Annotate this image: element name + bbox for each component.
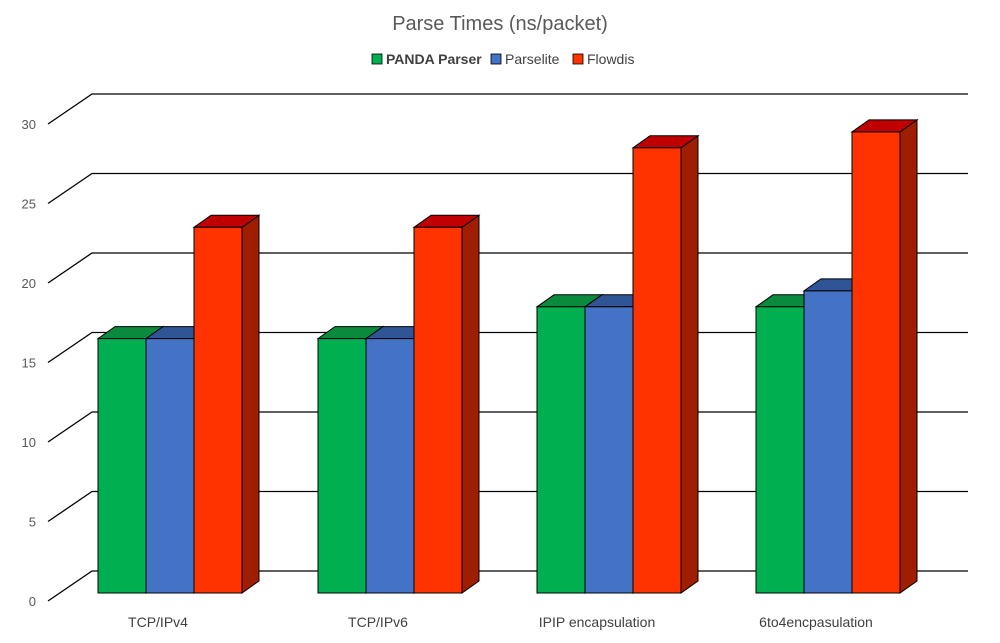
legend-swatch bbox=[490, 53, 502, 65]
legend-label: Parselite bbox=[505, 51, 560, 67]
legend-swatch bbox=[371, 53, 383, 65]
bar-front bbox=[803, 290, 853, 594]
x-tick-label: TCP/IPv6 bbox=[348, 614, 408, 630]
y-tick-label: 20 bbox=[22, 276, 36, 291]
y-tick-label: 25 bbox=[22, 197, 36, 212]
bar-front bbox=[317, 338, 367, 594]
y-tick-label: 15 bbox=[22, 356, 36, 371]
x-axis-labels: TCP/IPv4 TCP/IPv6 IPIP encapsulation 6to4en… bbox=[128, 614, 873, 630]
x-tick-label: IPIP encapsulation bbox=[539, 614, 656, 630]
legend: PANDA Parser Parselite Flowdis bbox=[371, 51, 634, 67]
bar-front bbox=[193, 226, 243, 594]
bar-front bbox=[413, 226, 463, 594]
y-tick-label: 10 bbox=[22, 435, 36, 450]
bar bbox=[631, 134, 700, 594]
bar-front bbox=[851, 131, 901, 594]
bar bbox=[412, 214, 481, 594]
bar-side bbox=[899, 118, 918, 594]
bar-front bbox=[145, 338, 195, 594]
bar-side bbox=[680, 134, 699, 594]
x-tick-label: 6to4encpasulation bbox=[759, 614, 873, 630]
x-tick-label: TCP/IPv4 bbox=[128, 614, 188, 630]
bar-front bbox=[755, 306, 805, 594]
bar-front bbox=[632, 147, 682, 594]
legend-item: Parselite bbox=[490, 51, 560, 67]
gridline bbox=[47, 93, 968, 125]
y-tick-label: 30 bbox=[22, 117, 36, 132]
bar-front bbox=[536, 306, 586, 594]
y-axis-ticks: 0 5 10 15 20 25 30 bbox=[22, 117, 36, 609]
gridline bbox=[47, 172, 968, 205]
chart-title: Parse Times (ns/packet) bbox=[392, 13, 608, 35]
legend-label: Flowdis bbox=[587, 51, 634, 67]
bar bbox=[850, 118, 919, 594]
legend-item: Flowdis bbox=[572, 51, 634, 67]
legend-label: PANDA Parser bbox=[386, 51, 482, 67]
bar-side bbox=[461, 214, 480, 594]
bar-front bbox=[584, 306, 634, 594]
legend-swatch bbox=[572, 53, 584, 65]
bars bbox=[96, 118, 919, 594]
y-tick-label: 5 bbox=[29, 515, 36, 530]
bar-front bbox=[365, 338, 415, 594]
bar bbox=[192, 214, 261, 594]
y-tick-label: 0 bbox=[29, 594, 36, 609]
bar-front bbox=[97, 338, 147, 594]
gridlines bbox=[47, 93, 968, 602]
bar-side bbox=[241, 214, 260, 594]
legend-item: PANDA Parser bbox=[371, 51, 482, 67]
